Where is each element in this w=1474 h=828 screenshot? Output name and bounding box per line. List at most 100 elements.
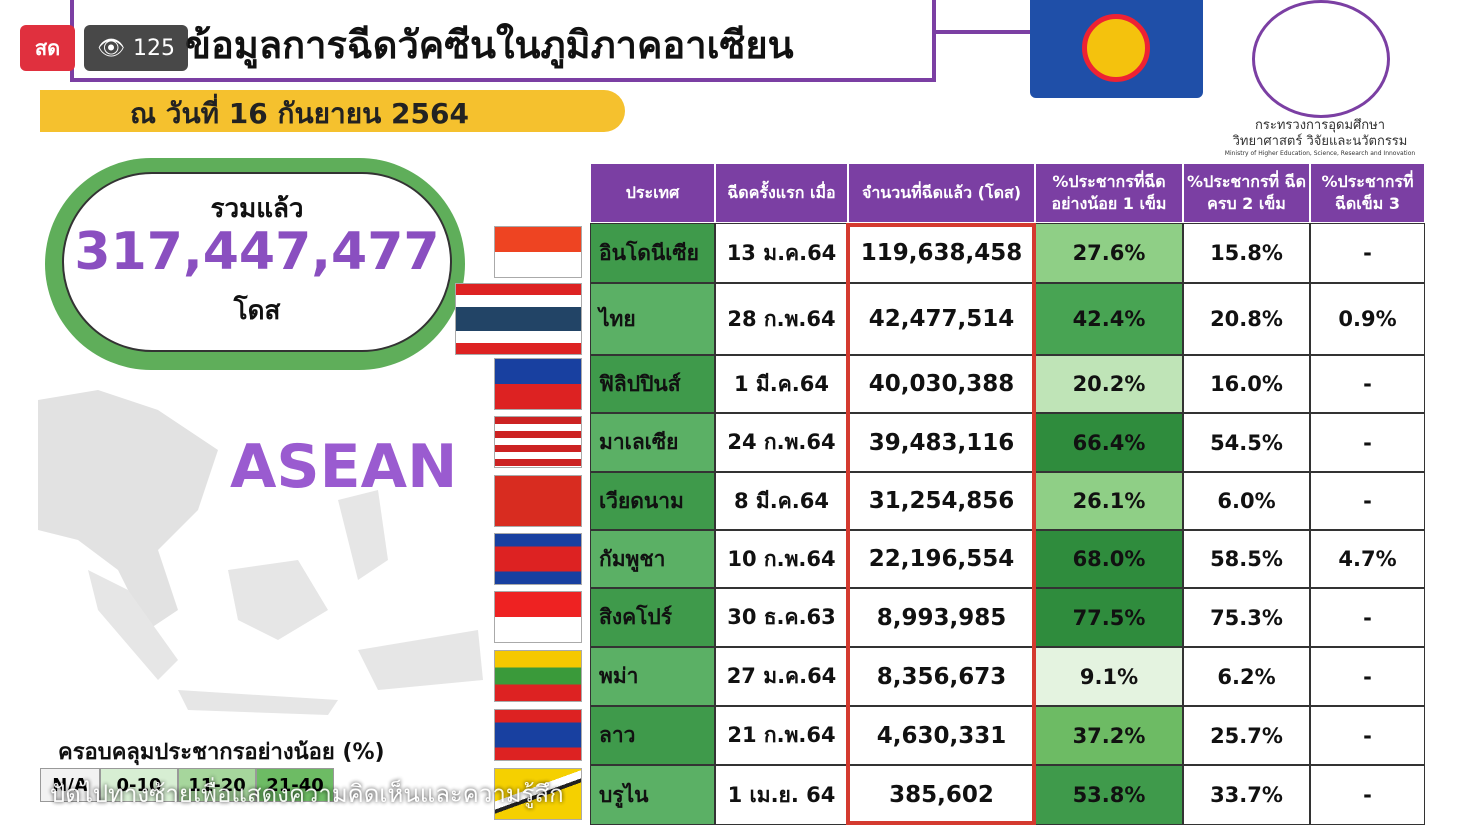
table-cell: 0.9%	[1310, 283, 1425, 355]
table-cell: 16.0%	[1183, 355, 1310, 413]
total-label: รวมแล้ว	[210, 194, 304, 224]
column-header: %ประชากรที่ ฉีดเข็ม 3	[1310, 163, 1425, 223]
flag	[455, 283, 582, 355]
map-land	[38, 390, 218, 630]
date-banner	[40, 90, 625, 132]
table-cell: 54.5%	[1183, 413, 1310, 472]
column-header: %ประชากรที่ ฉีดครบ 2 เข็ม	[1183, 163, 1310, 223]
table-cell: 53.8%	[1035, 765, 1183, 825]
ministry-line: วิทยาศาสตร์ วิจัยและนวัตกรรม	[1232, 134, 1408, 149]
country-name: กัมพูชา	[590, 530, 715, 588]
ministry-line: กระทรวงการอุดมศึกษา	[1255, 118, 1385, 133]
column-header: %ประชากรที่ฉีด อย่างน้อย 1 เข็ม	[1035, 163, 1183, 223]
table-cell: -	[1310, 472, 1425, 530]
region-label: ASEAN	[230, 432, 458, 502]
legend-item: 11-20	[178, 768, 256, 802]
flag	[494, 226, 582, 278]
country-name: ฟิลิปปินส์	[590, 355, 715, 413]
table-cell: -	[1310, 588, 1425, 647]
table-cell: 77.5%	[1035, 588, 1183, 647]
table-cell: 39,483,116	[848, 413, 1035, 472]
table-cell: 42.4%	[1035, 283, 1183, 355]
emblem-circle	[1082, 14, 1150, 82]
table-cell: 20.2%	[1035, 355, 1183, 413]
table-cell: 75.3%	[1183, 588, 1310, 647]
table-cell: 22,196,554	[848, 530, 1035, 588]
legend-title: ครอบคลุมประชากรอย่างน้อย (%)	[58, 740, 385, 765]
country-name: อินโดนีเซีย	[590, 223, 715, 283]
flag	[494, 591, 582, 643]
table-cell: 27 ม.ค.64	[715, 647, 848, 706]
country-name: ไทย	[590, 283, 715, 355]
table-cell: 26.1%	[1035, 472, 1183, 530]
syringe-body	[70, 0, 936, 82]
table-cell: 4.7%	[1310, 530, 1425, 588]
table-cell: -	[1310, 765, 1425, 825]
column-header: ประเทศ	[590, 163, 715, 223]
total-box	[62, 172, 452, 352]
table-cell: -	[1310, 223, 1425, 283]
flag	[494, 709, 582, 761]
table-cell: 33.7%	[1183, 765, 1310, 825]
ministry-name: กระทรวงการอุดมศึกษา วิทยาศาสตร์ วิจัยและน…	[1200, 118, 1440, 158]
total-value: 317,447,477	[74, 222, 440, 282]
table-cell: 31,254,856	[848, 472, 1035, 530]
column-header: ฉีดครั้งแรก เมื่อ	[715, 163, 848, 223]
table-cell: 6.0%	[1183, 472, 1310, 530]
map-land	[88, 490, 483, 715]
table-cell: 66.4%	[1035, 413, 1183, 472]
flag	[494, 533, 582, 585]
eye-icon: 👁	[97, 35, 125, 61]
country-name: สิงคโปร์	[590, 588, 715, 647]
table-cell: 21 ก.พ.64	[715, 706, 848, 765]
table-cell: -	[1310, 706, 1425, 765]
country-name: พม่า	[590, 647, 715, 706]
title: ข้อมูลการฉีดวัคซีนในภูมิภาคอาเซียน	[185, 23, 794, 67]
legend-item: 21-40	[256, 768, 334, 802]
flag	[494, 416, 582, 468]
table-cell: 119,638,458	[848, 223, 1035, 283]
comment-hint: ปัดไปทางซ้ายเพื่อแสดงความคิดเห็นและความร…	[50, 780, 564, 808]
flag	[494, 358, 582, 410]
legend-item: 0-10	[100, 768, 178, 802]
date: ณ วันที่ 16 กันยายน 2564	[130, 97, 469, 130]
total-unit: โดส	[233, 296, 281, 326]
table-cell: 8 มี.ค.64	[715, 472, 848, 530]
table-cell: 1 เม.ย. 64	[715, 765, 848, 825]
table-cell: 68.0%	[1035, 530, 1183, 588]
table-cell: 27.6%	[1035, 223, 1183, 283]
table-cell: 6.2%	[1183, 647, 1310, 706]
map	[38, 390, 483, 715]
country-name: บรูไน	[590, 765, 715, 825]
live-badge: สด	[20, 25, 75, 71]
table-cell: 9.1%	[1035, 647, 1183, 706]
table-cell: -	[1310, 355, 1425, 413]
legend: N/A 0-10 11-20 21-40	[40, 768, 334, 802]
country-name: เวียดนาม	[590, 472, 715, 530]
table-cell: 42,477,514	[848, 283, 1035, 355]
table-cell: 8,993,985	[848, 588, 1035, 647]
syringe-needle	[936, 30, 1031, 34]
flag	[494, 650, 582, 702]
table-cell: 15.8%	[1183, 223, 1310, 283]
view-count: 👁 125	[84, 25, 188, 71]
table-cell: 8,356,673	[848, 647, 1035, 706]
flag	[494, 768, 582, 820]
table-cell: 13 ม.ค.64	[715, 223, 848, 283]
table-cell: 1 มี.ค.64	[715, 355, 848, 413]
table-cell: -	[1310, 647, 1425, 706]
country-name: มาเลเซีย	[590, 413, 715, 472]
table-cell: 20.8%	[1183, 283, 1310, 355]
ministry-line: Ministry of Higher Education, Science, R…	[1224, 150, 1416, 157]
table-cell: 37.2%	[1035, 706, 1183, 765]
ministry-logo	[1252, 0, 1390, 118]
table-cell: 25.7%	[1183, 706, 1310, 765]
asean-emblem	[1030, 0, 1203, 98]
table-cell: 30 ธ.ค.63	[715, 588, 848, 647]
dose-highlight	[846, 223, 1036, 825]
table-cell: -	[1310, 413, 1425, 472]
table-cell: 4,630,331	[848, 706, 1035, 765]
table-cell: 28 ก.พ.64	[715, 283, 848, 355]
table-cell: 385,602	[848, 765, 1035, 825]
